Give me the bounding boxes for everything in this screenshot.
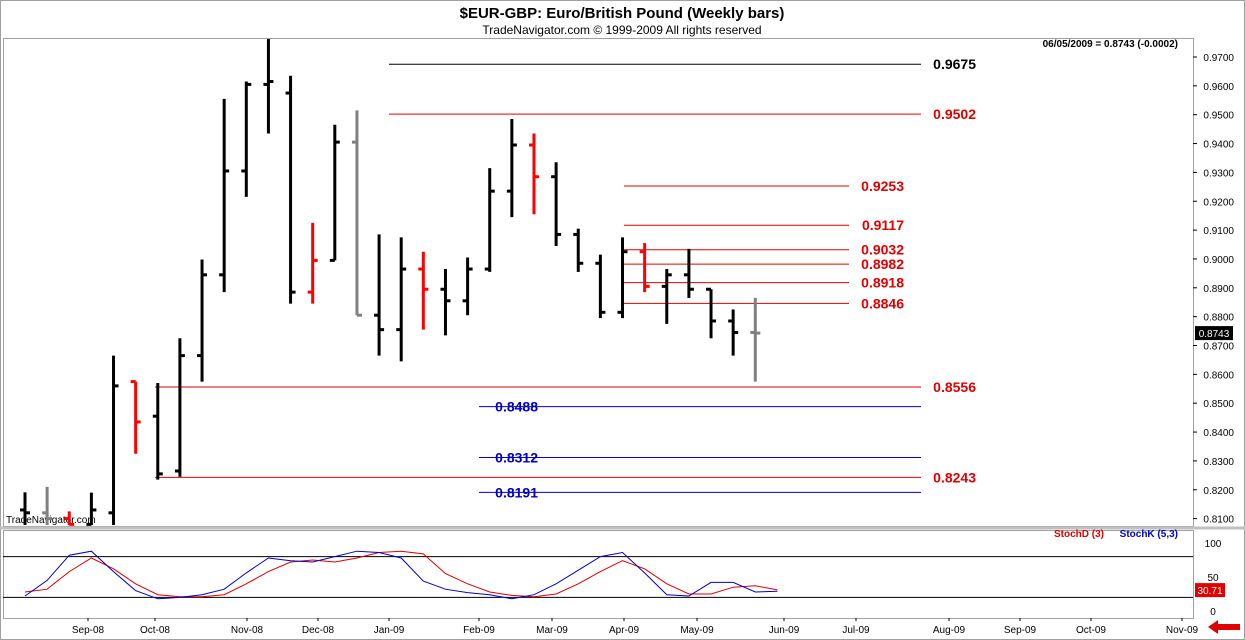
stochastic-tick-label: 100 bbox=[1205, 539, 1222, 550]
level-label: 0.8918 bbox=[861, 275, 904, 291]
level-label: 0.8191 bbox=[495, 484, 538, 500]
last-quote-readout: 06/05/2009 = 0.8743 (-0.0002) bbox=[1043, 39, 1178, 50]
level-label: 0.9117 bbox=[862, 217, 904, 233]
ohlc-bar bbox=[706, 287, 717, 339]
x-tick-label: Sep-08 bbox=[72, 625, 105, 636]
ohlc-bar bbox=[484, 168, 495, 272]
last-price-box bbox=[1195, 326, 1233, 341]
x-tick-label: Nov-09 bbox=[1166, 625, 1199, 636]
last-price-label: 0.8743 bbox=[1199, 329, 1230, 340]
ohlc-bar bbox=[20, 492, 30, 525]
price-tick-label: 0.8500 bbox=[1203, 399, 1234, 410]
level-label: 0.8556 bbox=[933, 379, 976, 395]
price-tick-label: 0.9100 bbox=[1203, 226, 1234, 237]
price-tick-label: 0.8600 bbox=[1203, 370, 1234, 381]
ohlc-bar bbox=[528, 133, 539, 215]
level-label: 0.8243 bbox=[933, 469, 976, 485]
ohlc-bar bbox=[152, 383, 163, 480]
ohlc-bar bbox=[440, 269, 451, 336]
ohlc-bar bbox=[285, 75, 296, 304]
price-tick-label: 0.8300 bbox=[1203, 457, 1234, 468]
x-tick-label: May-09 bbox=[680, 625, 714, 636]
x-tick-label: Nov-08 bbox=[231, 625, 264, 636]
stochastic-tick-label: 0 bbox=[1210, 607, 1216, 618]
ohlc-bar bbox=[329, 124, 340, 262]
price-tick-label: 0.9700 bbox=[1203, 53, 1234, 64]
price-tick-label: 0.9600 bbox=[1203, 82, 1234, 93]
stochastic-tick-label: 50 bbox=[1207, 573, 1219, 584]
ohlc-bar bbox=[307, 222, 318, 304]
ohlc-bar bbox=[130, 380, 141, 454]
ohlc-bar bbox=[219, 98, 230, 293]
ohlc-bar bbox=[418, 251, 429, 330]
stochastic-last-value: 30.71 bbox=[1197, 586, 1222, 597]
price-tick-label: 0.8200 bbox=[1203, 486, 1234, 497]
x-tick-label: Oct-08 bbox=[140, 625, 170, 636]
x-tick-label: Jan-09 bbox=[374, 625, 405, 636]
ohlc-bar bbox=[683, 248, 694, 298]
ohlc-bar bbox=[263, 39, 274, 134]
x-tick-label: Mar-09 bbox=[536, 625, 568, 636]
chart-subtitle: TradeNavigator.com © 1999-2009 All right… bbox=[482, 23, 761, 37]
level-label: 0.8846 bbox=[861, 295, 904, 311]
stochastic-series-line bbox=[24, 550, 778, 600]
price-tick-label: 0.9300 bbox=[1203, 168, 1234, 179]
ohlc-bar bbox=[42, 486, 53, 525]
ohlc-bar bbox=[197, 259, 208, 382]
price-tick-label: 0.8100 bbox=[1203, 515, 1234, 526]
ohlc-bar bbox=[506, 119, 517, 218]
ohlc-bar bbox=[750, 297, 761, 382]
price-tick-label: 0.8900 bbox=[1203, 284, 1234, 295]
ohlc-bar bbox=[639, 243, 650, 293]
ohlc-bar bbox=[728, 309, 739, 356]
x-tick-label: Jul-09 bbox=[842, 625, 870, 636]
ohlc-bar bbox=[551, 162, 562, 246]
ohlc-bar bbox=[64, 511, 75, 526]
level-label: 0.9032 bbox=[861, 242, 904, 258]
x-tick-label: Dec-08 bbox=[302, 625, 335, 636]
ohlc-bar bbox=[396, 237, 407, 362]
ohlc-bar bbox=[595, 254, 606, 319]
ohlc-bar bbox=[462, 257, 473, 316]
price-tick-label: 0.8400 bbox=[1203, 428, 1234, 439]
x-tick-label: Aug-09 bbox=[933, 625, 966, 636]
price-tick-label: 0.8800 bbox=[1203, 313, 1234, 324]
price-tick-label: 0.9000 bbox=[1203, 255, 1234, 266]
ohlc-bar bbox=[661, 269, 672, 324]
price-tick-label: 0.9400 bbox=[1203, 140, 1234, 151]
ohlc-bar bbox=[351, 110, 362, 317]
stochastic-panel-frame bbox=[3, 530, 1194, 619]
price-tick-label: 0.9500 bbox=[1203, 111, 1234, 122]
level-label: 0.8488 bbox=[495, 399, 538, 415]
scroll-left-arrow-icon[interactable] bbox=[1208, 620, 1240, 634]
ohlc-bar bbox=[86, 492, 97, 526]
legend-stochk: StochK (5,3) bbox=[1120, 529, 1178, 540]
price-tick-label: 0.9200 bbox=[1203, 197, 1234, 208]
stochastic-series-line bbox=[24, 550, 778, 598]
x-tick-label: Jun-09 bbox=[769, 625, 800, 636]
watermark-text: TradeNavigator.com bbox=[6, 515, 96, 526]
x-tick-label: Sep-09 bbox=[1004, 625, 1037, 636]
stochastic-last-value-box bbox=[1195, 583, 1225, 598]
ohlc-bar bbox=[573, 228, 584, 272]
ohlc-bar bbox=[241, 81, 252, 197]
x-tick-label: Feb-09 bbox=[463, 625, 495, 636]
ohlc-bar bbox=[174, 338, 185, 477]
level-label: 0.9502 bbox=[933, 106, 976, 122]
level-label: 0.8312 bbox=[495, 449, 538, 465]
ohlc-bar bbox=[374, 234, 385, 356]
x-tick-label: Apr-09 bbox=[609, 625, 639, 636]
level-label: 0.9253 bbox=[861, 178, 904, 194]
ohlc-bar bbox=[108, 355, 119, 525]
level-label: 0.8982 bbox=[861, 256, 904, 272]
legend-stochd: StochD (3) bbox=[1054, 529, 1104, 540]
x-tick-label: Oct-09 bbox=[1076, 625, 1106, 636]
chart-title: $EUR-GBP: Euro/British Pound (Weekly bar… bbox=[460, 5, 785, 22]
ohlc-bar bbox=[617, 237, 628, 319]
price-tick-label: 0.8700 bbox=[1203, 342, 1234, 353]
level-label: 0.9675 bbox=[933, 56, 976, 72]
